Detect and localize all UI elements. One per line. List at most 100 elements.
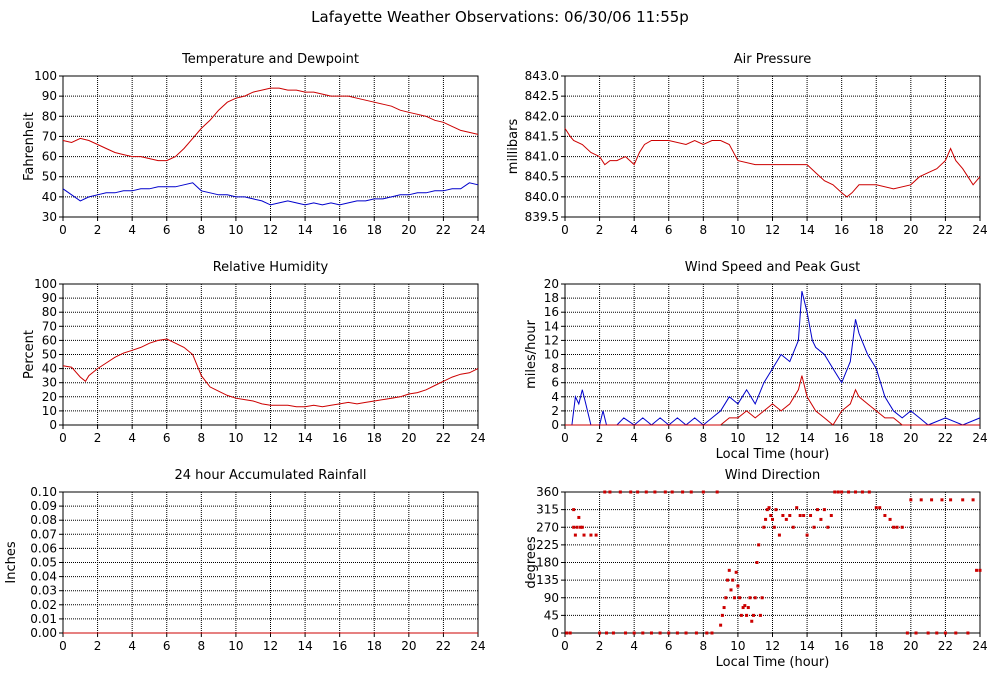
wind-xtick-label: 8 [700,431,708,445]
dir-point [860,490,864,494]
press-xtick-label: 0 [561,223,569,237]
dir-xtick-label: 12 [765,639,780,653]
temp-xtick-label: 24 [470,223,485,237]
dir-point [632,631,636,635]
dir-xtick-label: 8 [700,639,708,653]
dir-point [822,508,826,512]
dir-point [720,613,724,617]
wind-ytick-label: 12 [544,333,559,347]
dir-ytick-label: 360 [536,485,559,499]
dir-xtick-label: 4 [630,639,638,653]
rain-ytick-label: 0.02 [30,598,57,612]
dir-ytick-label: 45 [544,608,559,622]
temp-chart-title: Temperature and Dewpoint [181,52,359,67]
temp-xtick-label: 20 [401,223,416,237]
dir-point [954,631,958,635]
temp-ylabel: Fahrenheit [22,112,37,181]
dir-ytick-label: 135 [536,573,559,587]
dir-ytick-label: 180 [536,556,559,570]
wind-ytick-label: 4 [551,390,559,404]
rh-ytick-label: 20 [42,390,57,404]
dir-point [909,498,913,502]
rh-ytick-label: 40 [42,362,57,376]
rain-xtick-label: 22 [436,639,451,653]
dir-point [760,596,764,600]
dir-point [572,508,576,512]
temp-chart: 0 2 4 6 8 10 12 14 16 18 20 22 2430405060708090100Te… [22,52,486,237]
temp-xtick-label: 10 [228,223,243,237]
wind-series-line-0 [565,290,981,426]
rain-ytick-label: 0.01 [30,612,57,626]
dir-point [724,596,728,600]
dir-point [681,490,685,494]
wind-ylabel: miles/hour [524,319,539,388]
dir-point [684,631,688,635]
press-xtick-label: 16 [834,223,849,237]
dir-point [765,508,769,512]
dir-point [805,533,809,537]
wind-xtick-label: 10 [730,431,745,445]
rh-xtick-label: 12 [263,431,278,445]
dir-point [791,525,795,529]
dir-point [798,514,802,517]
dir-chart: 0 2 4 6 8 10 12 14 16 18 20 22 240459013518022527031… [524,468,988,670]
press-xtick-label: 10 [730,223,745,237]
rh-xtick-label: 8 [198,431,206,445]
dir-point [878,506,882,510]
rh-xtick-label: 6 [163,431,171,445]
rh-ytick-label: 70 [42,319,57,333]
dir-point [644,490,648,494]
rh-ytick-label: 10 [42,404,57,418]
dir-point [738,596,742,600]
press-xtick-label: 4 [630,223,638,237]
dir-point [772,525,776,529]
dir-point [771,517,774,521]
rain-ytick-label: 0.08 [30,513,57,527]
dir-point [854,490,857,494]
dir-point [727,568,731,572]
press-chart: 0 2 4 6 8 10 12 14 16 18 20 22 24839.5840.0840.5841.… [506,52,988,237]
dir-point [926,631,930,635]
temp-ytick-label: 40 [42,190,57,204]
rh-xtick-label: 4 [128,431,136,445]
dir-point [667,631,671,635]
dir-point [710,631,714,635]
dir-point [829,514,833,517]
dir-ytick-label: 0 [551,626,559,640]
dir-point [826,525,830,529]
rh-ytick-label: 90 [42,291,57,305]
rain-xtick-label: 0 [59,639,67,653]
rain-xtick-label: 8 [198,639,206,653]
dir-point [565,631,569,635]
dir-xtick-label: 24 [972,639,987,653]
dir-point [594,533,598,537]
rh-ytick-label: 0 [49,418,57,432]
rain-xtick-label: 10 [228,639,243,653]
dir-point [758,613,762,617]
temp-ytick-label: 50 [42,170,57,184]
rh-xtick-label: 18 [367,431,382,445]
dir-point [577,515,581,519]
wind-ytick-label: 2 [551,404,559,418]
wind-xtick-label: 22 [938,431,953,445]
dir-point [641,631,645,635]
rain-ytick-label: 0.10 [30,485,57,499]
rh-ylabel: Percent [22,330,37,379]
press-ytick-label: 843.0 [525,69,559,83]
dir-point [653,490,657,494]
dir-point [812,525,816,529]
temp-xtick-label: 22 [436,223,451,237]
rain-xtick-label: 14 [297,639,312,653]
dir-chart-title: Wind Direction [725,468,821,483]
dir-xtick-label: 2 [596,639,604,653]
rain-xtick-label: 4 [128,639,136,653]
dir-point [675,631,679,635]
dir-point [689,490,693,494]
press-ytick-label: 841.0 [525,150,559,164]
rh-ytick-label: 50 [42,348,57,362]
rh-ytick-label: 80 [42,305,57,319]
dir-xtick-label: 6 [665,639,673,653]
dir-xtick-label: 18 [869,639,884,653]
dir-point [748,596,752,600]
dir-point [719,623,723,627]
